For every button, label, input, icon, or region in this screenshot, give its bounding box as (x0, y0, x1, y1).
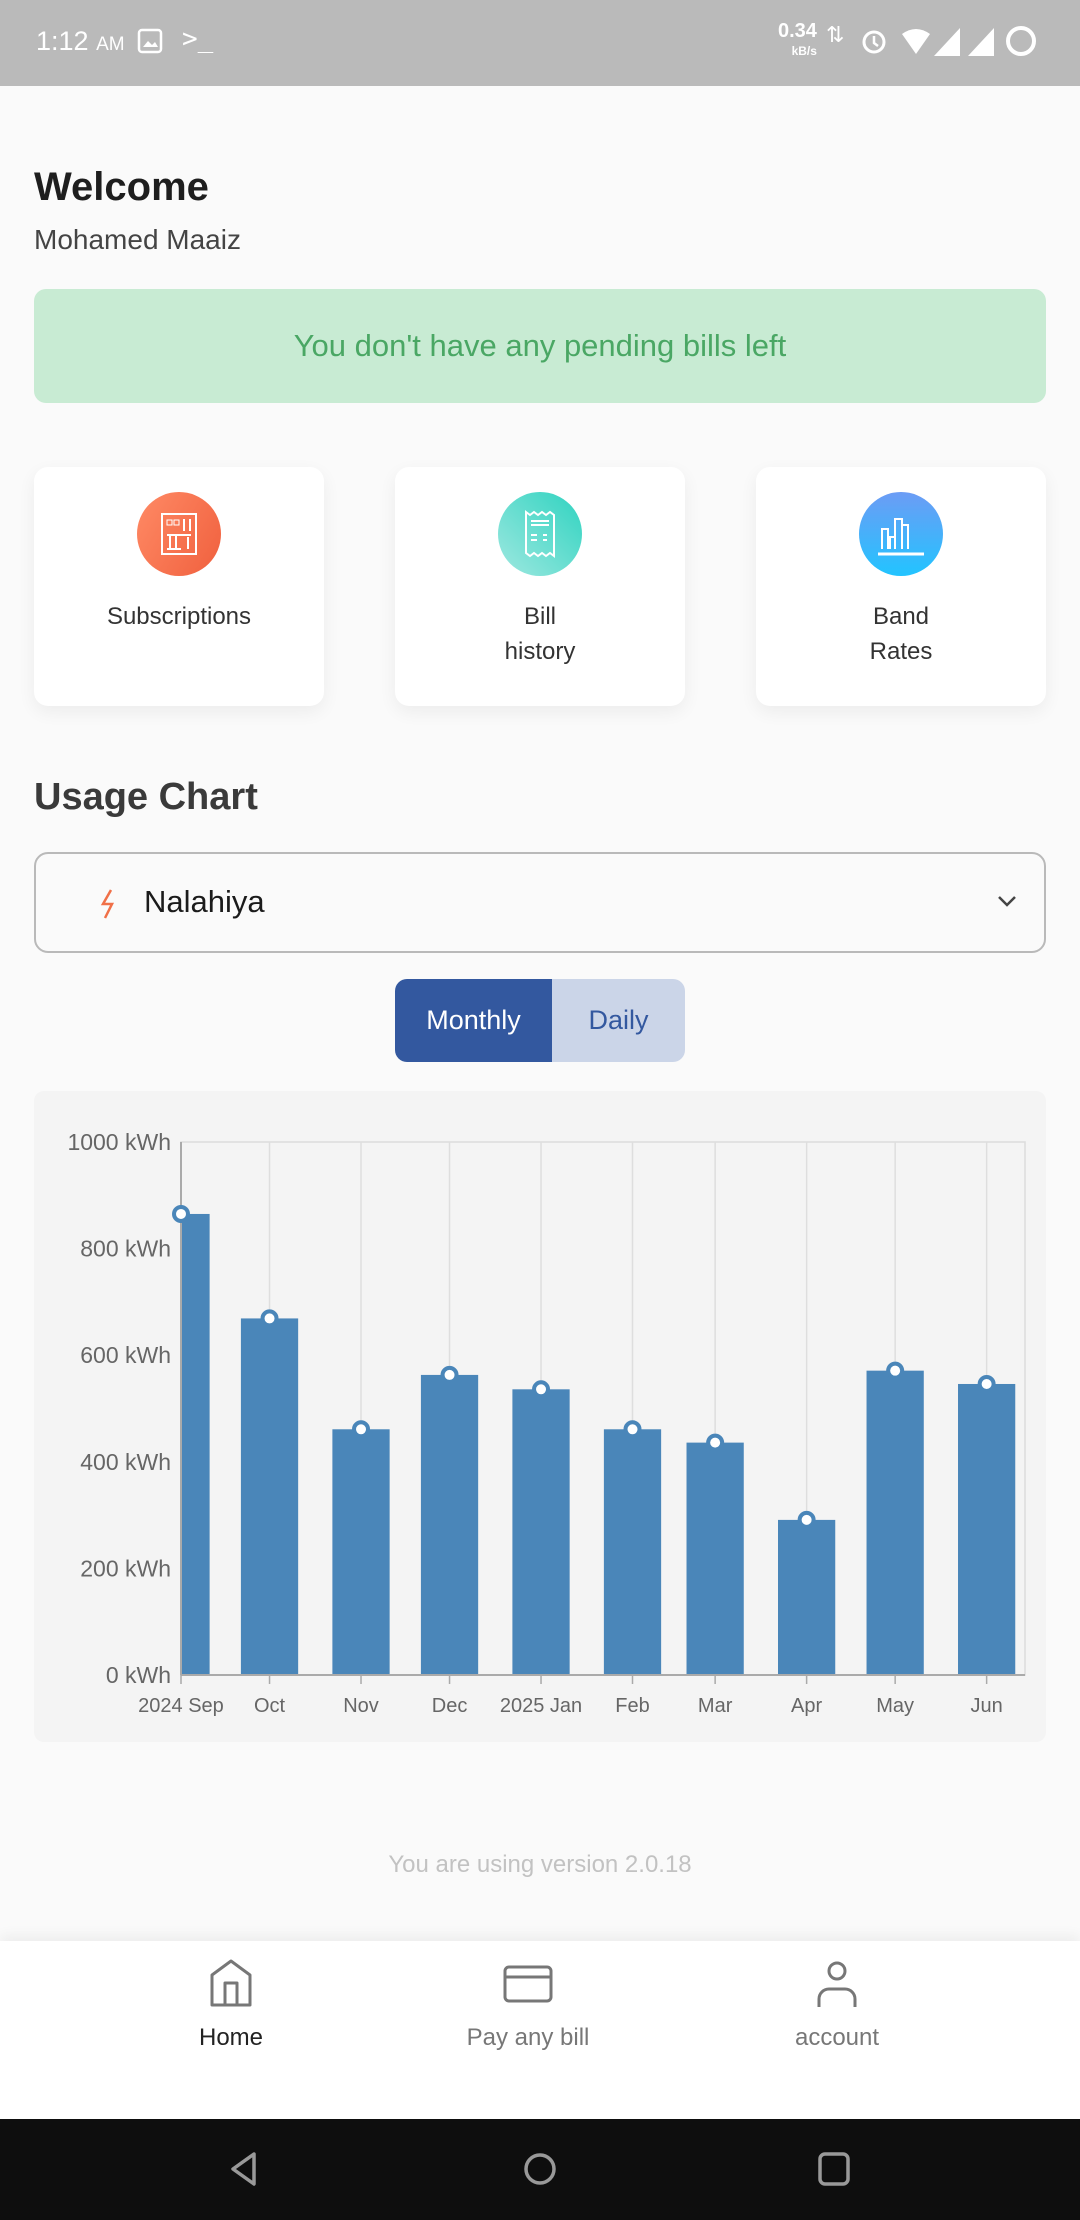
data-point (532, 1380, 551, 1399)
nav-account-label: account (794, 2024, 880, 2051)
bolt-icon (100, 889, 115, 919)
y-tick-label: 600 kWh (80, 1342, 171, 1368)
bar-oct (240, 1318, 299, 1675)
chevron-down-icon (998, 896, 1016, 907)
x-tick-label: May (876, 1695, 914, 1717)
data-point (797, 1510, 816, 1529)
system-navigation-bar (0, 2119, 1080, 2220)
x-tick-label: 2025 Jan (500, 1695, 582, 1717)
battery-icon (1006, 26, 1036, 56)
toggle-monthly[interactable]: Monthly (395, 979, 552, 1062)
subscriptions-card[interactable]: Subscriptions (34, 467, 324, 706)
band-rates-label: Band Rates (869, 603, 933, 665)
status-time: 1:12 AM (36, 26, 125, 57)
card-icon (503, 1965, 553, 2003)
data-point (977, 1374, 996, 1393)
back-icon[interactable] (228, 2151, 260, 2187)
meter-panel-icon (137, 492, 221, 576)
y-tick-label: 0 kWh (106, 1662, 171, 1688)
welcome-heading: Welcome (34, 165, 209, 209)
y-tick-label: 800 kWh (80, 1236, 171, 1262)
band-rates-card[interactable]: Band Rates (756, 467, 1046, 706)
data-point (886, 1361, 905, 1380)
y-tick-label: 200 kWh (80, 1555, 171, 1581)
gallery-icon (137, 28, 163, 54)
x-tick-label: Nov (343, 1695, 379, 1717)
data-point (706, 1433, 725, 1452)
receipt-icon (498, 492, 582, 576)
home-button-icon[interactable] (522, 2151, 558, 2187)
bill-history-label: Bill history (504, 603, 576, 665)
bar-jun (958, 1383, 1016, 1675)
pending-bills-banner: You don't have any pending bills left (34, 289, 1046, 403)
data-arrows-icon: ⇅ (826, 22, 845, 47)
alarm-icon (862, 30, 886, 54)
status-bar: 1:12 AM >_ 0.34 kB/s ⇅ (0, 0, 1080, 86)
person-icon (817, 1961, 857, 2007)
x-tick-label: Jun (971, 1695, 1003, 1717)
net-speed-unit: kB/s (791, 44, 817, 58)
account-dropdown[interactable]: Nalahiya (34, 852, 1046, 953)
bottom-navigation: Home Pay any bill account (0, 1941, 1080, 2119)
bar-2024-sep (181, 1213, 210, 1675)
net-speed: 0.34 kB/s (778, 20, 817, 60)
banner-text: You don't have any pending bills left (293, 328, 787, 363)
bar-feb (603, 1429, 662, 1675)
dropdown-value: Nalahiya (144, 884, 265, 919)
subscriptions-label: Subscriptions (106, 603, 252, 630)
nav-home-label: Home (198, 2024, 264, 2051)
x-tick-label: 2024 Sep (138, 1695, 224, 1717)
bar-dec (420, 1374, 479, 1675)
x-tick-label: Feb (615, 1695, 649, 1717)
toggle-daily[interactable]: Daily (552, 979, 685, 1062)
version-text: You are using version 2.0.18 (388, 1851, 692, 1878)
clock: 1:12 (36, 26, 89, 56)
x-tick-label: Apr (791, 1695, 822, 1717)
data-point (172, 1204, 190, 1223)
nav-home[interactable]: Home (121, 1959, 341, 2052)
bar-may (866, 1370, 924, 1675)
signal-icon (934, 28, 994, 56)
bar-mar (686, 1442, 744, 1675)
y-tick-label: 400 kWh (80, 1449, 171, 1475)
nav-pay-bill-label: Pay any bill (466, 2024, 590, 2051)
home-icon (210, 1959, 252, 2007)
data-point (623, 1420, 642, 1439)
usage-bar-chart: 0 kWh 200 kWh 400 kWh 600 kWh 800 kWh 1000 kW… (67, 1129, 1026, 1717)
bar-chart-icon (859, 492, 943, 576)
period-toggle: Monthly Daily (395, 979, 685, 1062)
x-tick-label: Mar (698, 1695, 733, 1717)
ampm: AM (96, 34, 125, 55)
x-tick-label: Dec (432, 1695, 468, 1717)
net-speed-value: 0.34 (778, 20, 817, 42)
nav-pay-bill[interactable]: Pay any bill (418, 1959, 638, 2052)
data-point (260, 1309, 279, 1328)
usage-chart-title: Usage Chart (34, 776, 258, 818)
data-point (352, 1420, 371, 1439)
bar-nov (332, 1429, 390, 1675)
terminal-icon: >_ (182, 24, 214, 54)
bill-history-card[interactable]: Bill history (395, 467, 685, 706)
usage-chart: 0 kWh 200 kWh 400 kWh 600 kWh 800 kWh 1000 kW… (34, 1091, 1046, 1742)
x-tick-label: Oct (254, 1695, 286, 1717)
bar-2025-jan (512, 1389, 570, 1675)
nav-account[interactable]: account (727, 1959, 947, 2052)
data-point (440, 1365, 459, 1384)
bar-apr (777, 1519, 836, 1675)
user-name: Mohamed Maaiz (34, 224, 241, 255)
wifi-icon (902, 29, 930, 54)
recents-icon[interactable] (817, 2151, 851, 2187)
y-tick-label: 1000 kWh (67, 1129, 171, 1155)
